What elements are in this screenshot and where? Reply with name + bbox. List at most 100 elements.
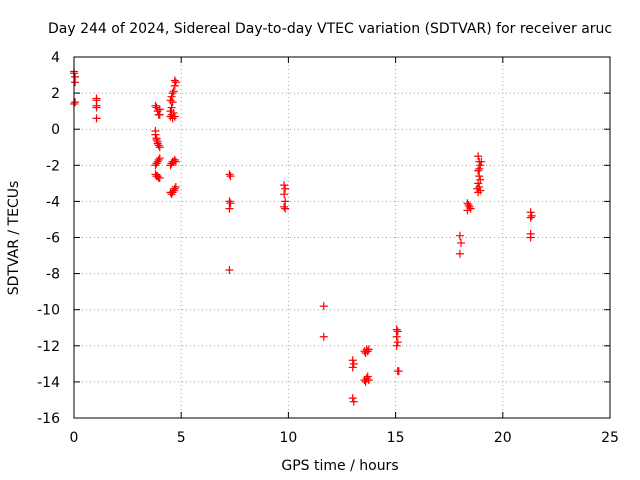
- x-tick-label: 10: [279, 430, 297, 446]
- data-point: [527, 211, 536, 220]
- data-point: [280, 181, 289, 190]
- chart-title: Day 244 of 2024, Sidereal Day-to-day VTE…: [48, 21, 612, 37]
- y-tick-label: -10: [37, 303, 60, 319]
- data-point: [364, 345, 373, 354]
- data-point: [155, 154, 164, 163]
- data-point: [155, 173, 164, 182]
- data-point: [363, 372, 372, 381]
- data-point: [319, 302, 328, 311]
- data-point: [392, 332, 401, 341]
- data-points: [70, 67, 536, 406]
- x-axis-label: GPS time / hours: [281, 458, 398, 474]
- data-point: [526, 213, 535, 222]
- y-tick-label: -16: [37, 411, 60, 427]
- grid-lines: [74, 57, 610, 418]
- data-point: [225, 170, 234, 179]
- data-point: [362, 374, 371, 383]
- data-point: [166, 107, 175, 116]
- data-point: [475, 164, 484, 173]
- x-tick-label: 0: [70, 430, 79, 446]
- data-point: [154, 141, 163, 150]
- data-point: [225, 204, 234, 213]
- data-point: [455, 231, 464, 240]
- data-point: [169, 87, 178, 96]
- data-point: [465, 202, 474, 211]
- y-tick-label: 0: [51, 122, 60, 138]
- data-point: [364, 376, 373, 385]
- data-point: [153, 157, 162, 166]
- data-point: [92, 114, 101, 123]
- data-point: [464, 201, 473, 210]
- data-point: [476, 161, 485, 170]
- data-point: [92, 101, 101, 110]
- data-point: [392, 341, 401, 350]
- data-point: [281, 197, 290, 206]
- tick-labels: 0 5 10 15 20 25 -16 -14 -12 -10 -8 -6 -4 -2 0 2 4: [37, 50, 619, 446]
- data-point: [463, 206, 472, 215]
- data-point: [475, 182, 484, 191]
- data-point: [155, 110, 164, 119]
- data-point: [473, 184, 482, 193]
- data-point: [363, 347, 372, 356]
- y-tick-label: 4: [51, 50, 60, 66]
- y-tick-label: -8: [46, 267, 60, 283]
- data-point: [171, 78, 180, 87]
- data-point: [393, 327, 402, 336]
- data-point: [166, 96, 175, 105]
- axis-ticks: [73, 56, 611, 419]
- x-tick-label: 5: [177, 430, 186, 446]
- data-point: [71, 72, 80, 81]
- data-point: [349, 359, 358, 368]
- data-point: [348, 356, 357, 365]
- data-point: [170, 112, 179, 121]
- data-point: [348, 394, 357, 403]
- data-point: [153, 139, 162, 148]
- x-tick-label: 15: [387, 430, 405, 446]
- y-axis-label: SDTVAR / TECUs: [6, 181, 22, 296]
- data-point: [226, 172, 235, 181]
- data-point: [455, 249, 464, 258]
- data-point: [226, 199, 235, 208]
- data-point: [349, 397, 358, 406]
- y-tick-label: -2: [46, 158, 60, 174]
- data-point: [280, 202, 289, 211]
- data-point: [155, 143, 164, 152]
- data-point: [167, 103, 176, 112]
- y-tick-label: -6: [46, 231, 60, 247]
- data-point: [170, 184, 179, 193]
- y-tick-label: -14: [37, 375, 60, 391]
- data-point: [171, 182, 180, 191]
- data-point: [153, 172, 162, 181]
- data-point: [476, 175, 485, 184]
- y-tick-label: -4: [46, 194, 60, 210]
- data-point: [456, 238, 465, 247]
- x-tick-label: 25: [601, 430, 619, 446]
- data-point: [281, 184, 290, 193]
- data-point: [170, 155, 179, 164]
- y-tick-label: -12: [37, 339, 60, 355]
- data-point: [474, 166, 483, 175]
- data-point: [168, 98, 177, 107]
- data-point: [393, 338, 402, 347]
- data-point: [171, 157, 180, 166]
- data-point: [225, 197, 234, 206]
- data-point: [474, 188, 483, 197]
- data-point: [170, 76, 179, 85]
- y-tick-label: 2: [51, 86, 60, 102]
- data-point: [319, 332, 328, 341]
- data-point: [151, 130, 160, 139]
- data-point: [153, 107, 162, 116]
- data-point: [152, 136, 161, 145]
- data-point: [167, 92, 176, 101]
- data-point: [348, 363, 357, 372]
- data-point: [280, 190, 289, 199]
- data-point: [281, 204, 290, 213]
- data-point: [394, 367, 403, 376]
- data-point: [168, 89, 177, 98]
- data-point: [392, 325, 401, 334]
- data-point: [71, 98, 80, 107]
- x-tick-label: 20: [494, 430, 512, 446]
- data-point: [475, 172, 484, 181]
- data-point: [151, 101, 160, 110]
